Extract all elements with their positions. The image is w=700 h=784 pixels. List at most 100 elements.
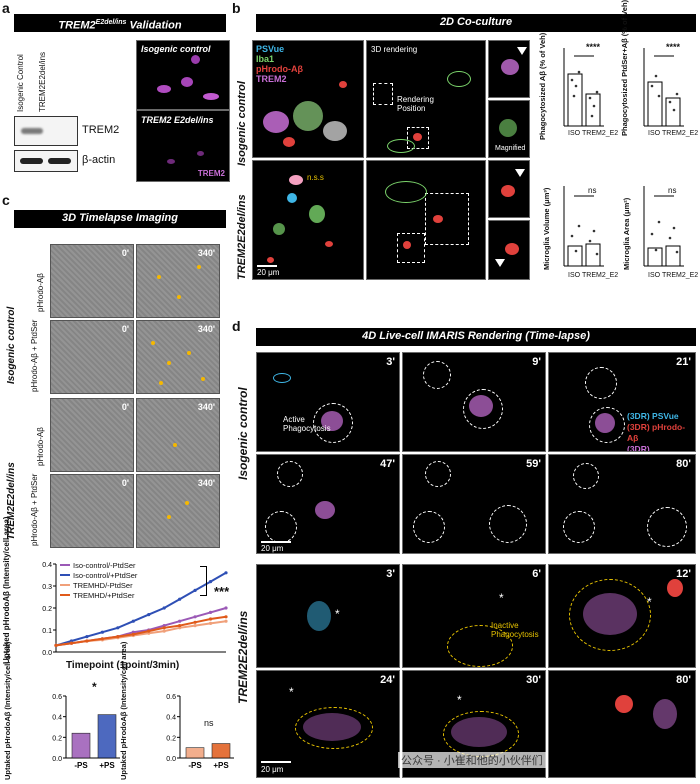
channel-trem2: TREM2 — [256, 74, 287, 84]
panel-a-header-rest: Validation — [126, 19, 182, 32]
c-bar2-ylabel: Uptaked pHrodoAβ (Intensity/cell area) — [119, 641, 128, 780]
b-chart2-sig: **** — [666, 42, 681, 52]
b-quant-charts — [563, 48, 684, 267]
d-trem-tile-3: 12' * — [548, 564, 696, 668]
series-point — [208, 580, 213, 584]
d-iso-time-5: 59' — [526, 458, 541, 470]
c-time-0: 0' — [121, 402, 129, 412]
b-chart2-x2: TREM2_E2 — [662, 130, 699, 137]
d-trem-time-1: 3' — [386, 568, 395, 580]
series-point — [100, 637, 104, 641]
series-point — [208, 617, 213, 621]
b-render-isogenic: 3D rendering Rendering Position — [366, 40, 486, 158]
b-chart2-x1: ISO — [648, 130, 661, 137]
blot-actin — [14, 150, 78, 172]
d-iso-tile-1: 3' Active Phagocytosis — [256, 352, 400, 452]
series-point — [162, 626, 166, 630]
d-trem-tile-2: 6' * Inactive Phagocytosis — [402, 564, 546, 668]
c-plot-xlabel: Timepoint (1point/3min) — [66, 660, 180, 671]
c-tile-3-0: 0' — [50, 398, 134, 472]
d-legend-phrodo: (3DR) pHrodo-Aβ — [627, 422, 686, 443]
magnified-label: Magnified — [495, 145, 526, 152]
d-legend-celltracker: (3DR) Celltracker — [627, 444, 650, 452]
d-trem-time-6: 80' — [676, 674, 691, 686]
d-legend-psvue: (3DR) PSVue — [627, 411, 679, 421]
series-point — [178, 619, 182, 623]
panel-letter-c: c — [2, 192, 10, 208]
d-trem-tile-6: 80' — [548, 670, 696, 778]
c-bar-chart-1: 0.0 0.2 0.4 0.6 -PS +PS — [52, 694, 120, 770]
y-tick-label: 0.2 — [42, 606, 52, 613]
x-tick-label: +PS — [213, 761, 229, 770]
c-bar1-ylabel: Uptaked pHrodoAβ (Intensity/cell area) — [3, 641, 12, 780]
panel-c-header: 3D Timelapse Imaging — [14, 210, 226, 228]
series-point — [224, 606, 228, 610]
y-tick-label: 0.2 — [166, 735, 176, 742]
d-trem-time-3: 12' — [676, 568, 691, 580]
series-point — [131, 630, 135, 634]
b-row2-label: TREM2E2del/ins — [236, 194, 248, 280]
d-asterisk-5: * — [457, 693, 462, 707]
y-tick-label: 0.0 — [42, 650, 52, 657]
b-render-e2del — [366, 160, 486, 280]
b-chart2 — [643, 48, 684, 127]
series-point — [224, 571, 228, 575]
image-channel-label: TREM2 — [197, 169, 225, 178]
blot-trem2-label: TREM2 — [82, 124, 120, 136]
trem2-image-isogenic: Isogenic control — [136, 40, 230, 110]
b-magnified-4 — [488, 220, 530, 280]
d-asterisk-4: * — [289, 685, 294, 699]
c-tile-2-340: 340' — [136, 320, 220, 394]
b-magnified-2: Magnified — [488, 100, 530, 158]
c-time-0: 0' — [121, 248, 129, 258]
bar — [185, 747, 205, 759]
b-chart3 — [563, 186, 604, 267]
b-chart4-x2: TREM2_E2 — [662, 272, 699, 279]
d-trem-time-4: 24' — [380, 674, 395, 686]
d-iso-time-4: 47' — [380, 458, 395, 470]
y-tick-label: 0.4 — [166, 715, 176, 722]
inactive-label: Inactive Phagocytosis — [491, 621, 539, 639]
b-chart3-x2: TREM2_E2 — [582, 272, 619, 279]
c-bar1-sig: * — [92, 680, 97, 694]
b-merged-e2del: n.s.s 20 μm — [252, 160, 364, 280]
d-trem-time-5: 30' — [526, 674, 541, 686]
c-tile-1-0: 0' — [50, 244, 134, 318]
d-group1-label: Isogenic control — [236, 387, 250, 480]
c-time-0: 0' — [121, 478, 129, 488]
panel-a-header: TREM2E2del/ins Validation — [14, 14, 226, 32]
series-point — [147, 631, 151, 635]
b-chart1-x2: TREM2_E2 — [582, 130, 619, 137]
d-iso-time-3: 21' — [676, 356, 691, 368]
d-trem-time-2: 6' — [532, 568, 541, 580]
b-magnified-1 — [488, 40, 530, 98]
legend-trem-minus: TREMHD/-PtdSer — [73, 580, 133, 590]
series-point — [162, 624, 166, 628]
y-tick-label: 0.3 — [42, 584, 52, 591]
c-plot-sig: *** — [214, 584, 230, 599]
watermark: 公众号 · 小崔和他的小伙伴们 — [398, 752, 546, 768]
c-plot-legend: Iso-control/-PtdSer Iso-control/+PtdSer … — [60, 560, 137, 600]
d-iso-tile-6: 80' — [548, 454, 696, 554]
d-iso-tile-2: 9' — [402, 352, 546, 452]
series-point — [147, 629, 151, 633]
b-chart3-sig: ns — [588, 186, 597, 195]
c-tile-1-340: 340' — [136, 244, 220, 318]
b-magnified-3 — [488, 160, 530, 218]
d-trem-tile-1: 3' * — [256, 564, 400, 668]
series-point — [193, 615, 197, 619]
x-tick-label: +PS — [99, 761, 115, 770]
series-point — [54, 643, 58, 647]
panel-d-header: 4D Live-cell IMARIS Rendering (Time-laps… — [256, 328, 696, 346]
trem2-image-e2del: TREM2 E2del/ins TREM2 — [136, 110, 230, 182]
series-point — [193, 624, 197, 628]
c-row1-label: pHrodo-Aβ — [36, 273, 45, 312]
b-chart1-ylabel: Phagocytosized Aβ (% of Veh) — [538, 32, 547, 140]
image-label-isogenic: Isogenic control — [141, 44, 211, 54]
y-tick-label: 0.2 — [52, 735, 62, 742]
channel-phrodo: pHrodo-Aβ — [256, 64, 303, 74]
series-point — [100, 630, 104, 634]
x-tick-label: -PS — [74, 761, 88, 770]
d-asterisk-2: * — [499, 591, 504, 605]
d-iso-time-2: 9' — [532, 356, 541, 368]
